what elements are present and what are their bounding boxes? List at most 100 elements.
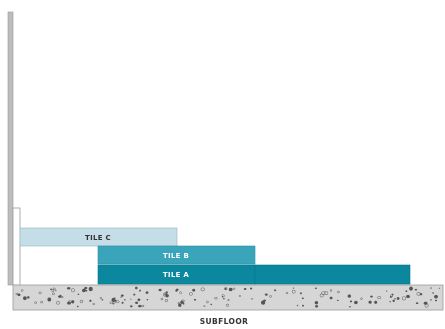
aggregate-speckle <box>314 287 317 290</box>
aggregate-speckle <box>193 298 197 301</box>
aggregate-speckle <box>50 288 53 291</box>
aggregate-speckle <box>123 299 126 301</box>
aggregate-speckle <box>70 288 75 293</box>
aggregate-speckle <box>146 298 149 301</box>
aggregate-speckle <box>34 301 38 304</box>
aggregate-speckle <box>329 289 333 292</box>
aggregate-speckle <box>17 293 21 297</box>
aggregate-speckle <box>368 300 372 304</box>
aggregate-speckle <box>133 293 136 296</box>
aggregate-speckle <box>435 299 437 302</box>
aggregate-speckle <box>385 290 388 292</box>
tile-c-label: TILE C <box>85 234 111 242</box>
tile-a-extension <box>254 264 411 285</box>
aggregate-speckle <box>414 288 418 291</box>
aggregate-speckle <box>416 291 421 296</box>
aggregate-speckle <box>269 295 272 298</box>
aggregate-speckle <box>409 286 413 291</box>
aggregate-speckle <box>77 293 80 296</box>
aggregate-speckle <box>314 301 319 305</box>
aggregate-speckle <box>134 286 138 290</box>
aggregate-speckle <box>329 296 333 300</box>
aggregate-speckle <box>26 296 30 299</box>
aggregate-speckle <box>377 296 382 300</box>
aggregate-speckle <box>130 298 132 300</box>
aggregate-speckle <box>405 290 408 293</box>
aggregate-speckle <box>210 303 213 306</box>
aggregate-speckle <box>299 292 302 295</box>
wall <box>7 11 14 286</box>
aggregate-speckle <box>120 296 122 298</box>
aggregate-speckle <box>347 294 352 298</box>
aggregate-speckle <box>180 300 184 304</box>
aggregate-speckle <box>396 297 400 300</box>
aggregate-speckle <box>99 297 103 299</box>
aggregate-speckle <box>52 292 55 296</box>
aggregate-speckle <box>76 305 79 308</box>
aggregate-speckle <box>179 291 182 294</box>
aggregate-speckle <box>238 295 241 297</box>
aggregate-speckle <box>224 287 228 291</box>
aggregate-speckle <box>434 294 438 299</box>
aggregate-speckle <box>182 302 185 305</box>
aggregate-speckle <box>336 299 339 302</box>
aggregate-speckle <box>138 290 141 292</box>
aggregate-speckle <box>47 297 52 302</box>
aggregate-speckle <box>389 301 392 303</box>
aggregate-speckle <box>321 291 326 296</box>
aggregate-speckle <box>249 287 253 290</box>
aggregate-speckle <box>40 300 44 304</box>
aggregate-speckle <box>221 294 225 298</box>
aggregate-speckle <box>337 290 340 294</box>
aggregate-speckle <box>354 300 358 305</box>
aggregate-speckle <box>109 301 114 305</box>
aggregate-speckle <box>38 291 42 295</box>
aggregate-speckle <box>67 301 71 305</box>
aggregate-speckle <box>429 298 432 301</box>
aggregate-speckle <box>349 300 353 303</box>
aggregate-speckle <box>55 289 57 292</box>
aggregate-speckle <box>164 293 167 296</box>
aggregate-speckle <box>121 301 124 304</box>
aggregate-speckle <box>57 295 62 298</box>
aggregate-speckle <box>222 297 225 300</box>
aggregate-speckle <box>315 305 319 308</box>
aggregate-speckle <box>243 287 247 291</box>
aggregate-speckle <box>260 300 266 305</box>
aggregate-speckle <box>22 296 27 301</box>
aggregate-speckle <box>301 297 304 300</box>
aggregate-speckle <box>15 292 18 296</box>
aggregate-speckle <box>120 294 124 297</box>
aggregate-speckle <box>292 287 295 289</box>
aggregate-speckle <box>101 299 104 301</box>
aggregate-speckle <box>84 286 88 290</box>
tile-a-label: TILE A <box>163 271 190 279</box>
aggregate-speckle <box>438 287 441 289</box>
aggregate-speckle <box>423 301 428 305</box>
aggregate-speckle <box>129 305 133 308</box>
aggregate-speckle <box>111 297 116 303</box>
aggregate-speckle <box>250 298 253 300</box>
aggregate-speckle <box>158 288 162 292</box>
subfloor-caption: SUBFLOOR <box>200 317 249 326</box>
aggregate-speckle <box>264 293 268 296</box>
aggregate-speckle <box>360 297 363 300</box>
aggregate-speckle <box>20 289 24 292</box>
aggregate-speckle <box>137 304 142 308</box>
aggregate-speckle <box>206 300 209 304</box>
aggregate-speckle <box>415 302 419 305</box>
aggregate-speckle <box>112 303 115 305</box>
aggregate-speckle <box>214 297 218 300</box>
aggregate-speckle <box>274 289 277 292</box>
aggregate-speckle <box>89 299 92 302</box>
aggregate-speckle <box>406 294 410 299</box>
aggregate-speckle <box>177 302 180 304</box>
aggregate-speckle <box>291 289 296 294</box>
aggregate-speckle <box>116 300 120 304</box>
wall-base-trim <box>12 207 21 286</box>
aggregate-speckle <box>79 299 84 304</box>
aggregate-speckle <box>137 298 141 302</box>
aggregate-speckle <box>392 299 395 303</box>
aggregate-speckle <box>227 299 230 301</box>
